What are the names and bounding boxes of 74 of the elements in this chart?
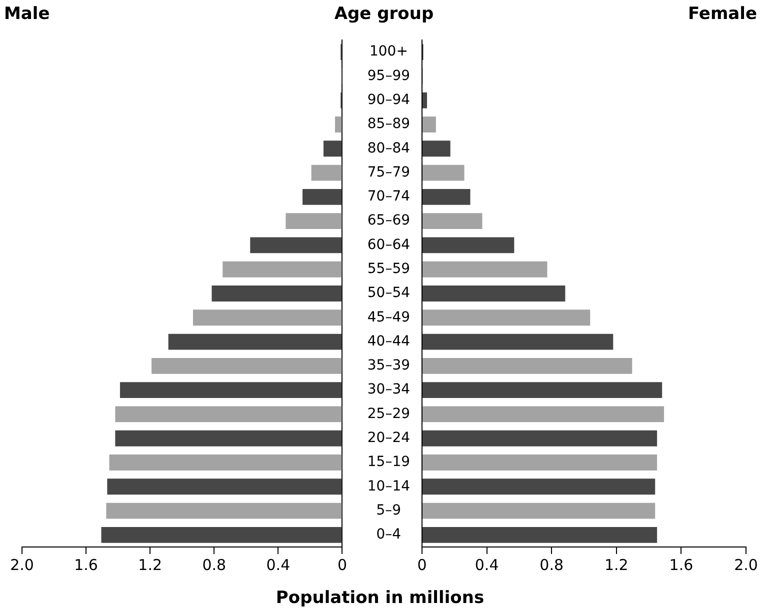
y-tick-label: 80–84 [367, 140, 410, 156]
y-tick-label: 35–39 [367, 358, 410, 374]
y-tick-label: 45–49 [367, 309, 410, 326]
chart-title: Male [4, 4, 50, 24]
y-tick-label: 0–4 [376, 526, 402, 543]
x-tick-label: 0.4 [266, 556, 290, 574]
x-tick-label: 0.8 [202, 556, 226, 574]
x-tick-label: 2.0 [734, 556, 758, 574]
bar [422, 286, 566, 302]
y-tick-label: 75–79 [367, 164, 410, 180]
bar [422, 140, 450, 157]
bar [250, 237, 342, 254]
bar [323, 140, 342, 157]
bar [422, 310, 590, 326]
bar [422, 213, 482, 230]
y-tick-label: 10–14 [367, 478, 410, 494]
y-tick-label: 15–19 [367, 454, 410, 470]
y-tick-label: 95–99 [367, 68, 410, 84]
bar [422, 430, 658, 446]
bar [422, 261, 548, 278]
x-tick-label: 0.4 [474, 556, 499, 574]
y-tick-label: 50–54 [367, 285, 410, 302]
bar [422, 406, 664, 422]
bar [422, 454, 658, 470]
y-tick-label: 55–59 [367, 261, 410, 277]
bar [422, 358, 632, 374]
bar [107, 478, 342, 495]
y-tick-label: 65–69 [367, 212, 410, 229]
bar [422, 382, 662, 398]
x-tick-label: 1.6 [669, 556, 694, 574]
y-tick-label: 5–9 [376, 502, 402, 518]
bar [106, 502, 342, 519]
y-tick-label: 100+ [369, 44, 408, 60]
bar [222, 261, 342, 278]
x-tick-label: 2.0 [10, 556, 34, 574]
y-axis-title: Age group [334, 4, 434, 24]
bar [115, 406, 342, 422]
chart-title: Female [688, 4, 757, 24]
x-tick-label: 1.6 [74, 556, 98, 574]
x-axis-title: Population in millions [276, 588, 484, 608]
bar [120, 382, 342, 398]
bar [302, 188, 342, 205]
x-tick-label: 1.2 [604, 556, 628, 574]
bar [422, 116, 436, 132]
bar [422, 92, 428, 108]
y-tick-label: 70–74 [367, 188, 410, 205]
bar [422, 502, 656, 519]
bar [311, 164, 342, 181]
x-tick-label: 1.2 [138, 556, 162, 574]
bar [115, 430, 342, 446]
bar [152, 358, 342, 374]
bar [422, 188, 470, 205]
x-tick-label: 0 [417, 556, 427, 574]
bar [212, 286, 342, 302]
bar [193, 310, 342, 326]
bar [335, 116, 342, 132]
bar [101, 526, 342, 543]
bar [422, 478, 656, 495]
y-tick-label: 20–24 [367, 430, 410, 446]
y-tick-label: 60–64 [367, 236, 410, 253]
y-tick-label: 85–89 [367, 116, 410, 132]
bar [422, 237, 514, 254]
bar [109, 454, 342, 470]
bar [422, 334, 614, 350]
y-tick-label: 90–94 [367, 92, 410, 108]
bar [422, 164, 464, 181]
x-tick-label: 0.8 [540, 556, 564, 574]
bar [168, 334, 342, 350]
bar [286, 213, 342, 230]
y-tick-label: 25–29 [367, 406, 410, 422]
y-tick-label: 40–44 [367, 333, 410, 350]
y-tick-label: 30–34 [367, 382, 410, 398]
x-tick-label: 0 [337, 556, 347, 574]
bar [422, 526, 658, 543]
